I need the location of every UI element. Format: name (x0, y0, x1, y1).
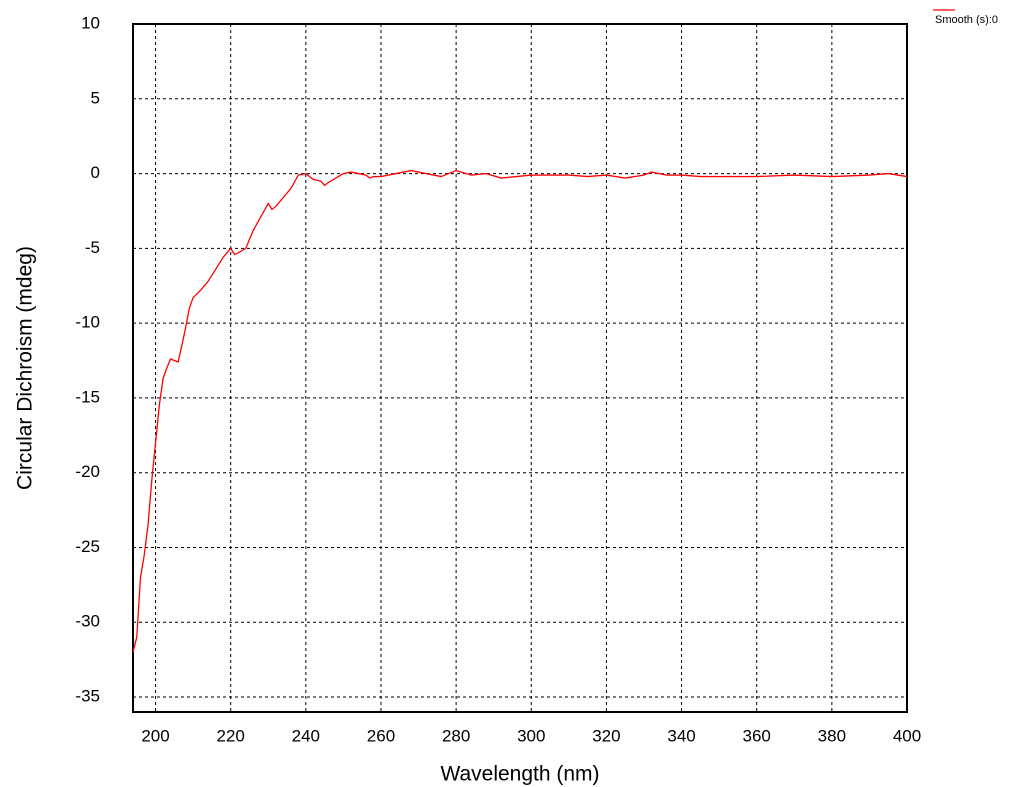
x-tick-label: 300 (517, 726, 545, 745)
y-tick-label: 0 (91, 163, 100, 182)
x-tick-label: 220 (217, 726, 245, 745)
x-tick-label: 240 (292, 726, 320, 745)
y-tick-label: 10 (81, 13, 100, 32)
x-tick-label: 400 (893, 726, 921, 745)
y-tick-label: -30 (75, 612, 100, 631)
y-axis-label: Circular Dichroism (mdeg) (14, 246, 37, 490)
x-tick-label: 320 (592, 726, 620, 745)
x-tick-label: 280 (442, 726, 470, 745)
x-tick-label: 380 (818, 726, 846, 745)
x-tick-label: 360 (743, 726, 771, 745)
y-tick-label: 5 (91, 88, 100, 107)
data-line (132, 169, 908, 653)
y-tick-label: -20 (75, 462, 100, 481)
plot-frame (132, 23, 908, 713)
y-tick-label: -15 (75, 387, 100, 406)
legend-label: Smooth (s):0 (935, 14, 998, 26)
x-tick-label: 340 (667, 726, 695, 745)
y-tick-label: -35 (75, 687, 100, 706)
x-tick-label: 260 (367, 726, 395, 745)
x-tick-label: 200 (141, 726, 169, 745)
y-tick-label: -10 (75, 313, 100, 332)
y-tick-label: -5 (85, 238, 100, 257)
x-axis-label: Wavelength (nm) (440, 763, 599, 786)
y-tick-label: -25 (75, 537, 100, 556)
